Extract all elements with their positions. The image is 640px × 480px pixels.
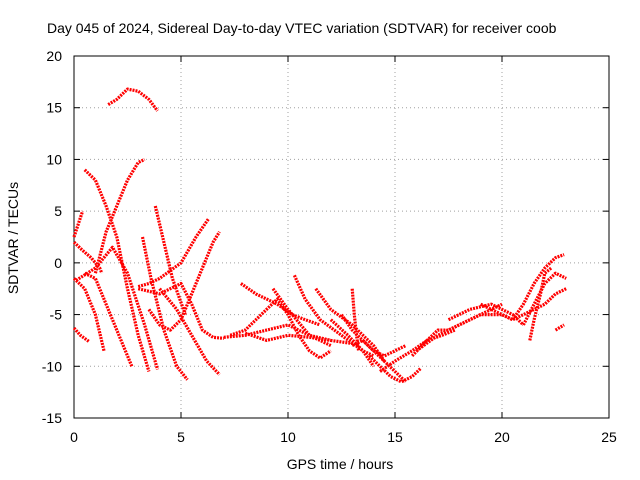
series-line-13	[147, 230, 221, 332]
series-line-4	[72, 241, 104, 274]
y-tick-label: -10	[42, 358, 62, 374]
x-tick-label: 15	[387, 429, 403, 445]
series-line-25	[350, 288, 361, 352]
series-line-8	[84, 271, 134, 367]
y-tick-label: 20	[46, 48, 62, 64]
series-line-11	[140, 236, 189, 381]
y-tick-label: -5	[50, 307, 63, 323]
series-line-10	[153, 205, 187, 316]
series-line-1	[107, 87, 159, 112]
y-tick-label: 15	[46, 100, 62, 116]
x-tick-label: 0	[70, 429, 78, 445]
x-axis-title: GPS time / hours	[287, 456, 394, 472]
series-line-35	[521, 271, 567, 326]
series-line-24	[340, 313, 407, 383]
y-axis-title: SDTVAR / TECUs	[5, 182, 21, 294]
grid	[74, 56, 609, 418]
axis-ticks	[73, 55, 610, 419]
series-line-29	[410, 302, 503, 358]
series-line-15	[137, 281, 224, 340]
data-series	[72, 87, 567, 384]
tick-labels: 0 5 10 15 20 25 -15 -10 -5 0 5 10 15 20	[42, 48, 617, 445]
series-line-28	[379, 328, 456, 373]
series-line-27	[368, 354, 422, 384]
series-line-12	[158, 287, 221, 376]
x-tick-label: 5	[177, 429, 185, 445]
series-line-7	[83, 168, 151, 372]
series-line-3	[72, 210, 85, 238]
y-tick-label: 10	[46, 151, 62, 167]
x-tick-label: 10	[280, 429, 296, 445]
series-line-5	[72, 277, 106, 352]
series-line-19	[239, 282, 321, 327]
series-line-36	[554, 323, 565, 332]
series-line-21	[292, 274, 375, 358]
x-tick-label: 25	[601, 429, 617, 445]
series-line-2	[93, 157, 146, 274]
series-line-33	[511, 253, 565, 321]
y-tick-label: 0	[54, 255, 62, 271]
series-line-14	[137, 217, 211, 289]
series-line-20	[271, 287, 332, 348]
series-line-30	[415, 313, 514, 353]
series-line-26	[351, 338, 407, 358]
series-line-9	[75, 245, 160, 370]
y-tick-label: -15	[42, 410, 62, 426]
chart-title: Day 045 of 2024, Sidereal Day-to-day VTE…	[47, 20, 557, 36]
y-tick-label: 5	[54, 203, 62, 219]
series-line-18	[229, 297, 332, 360]
series-line-6	[72, 326, 90, 343]
x-tick-label: 20	[494, 429, 510, 445]
